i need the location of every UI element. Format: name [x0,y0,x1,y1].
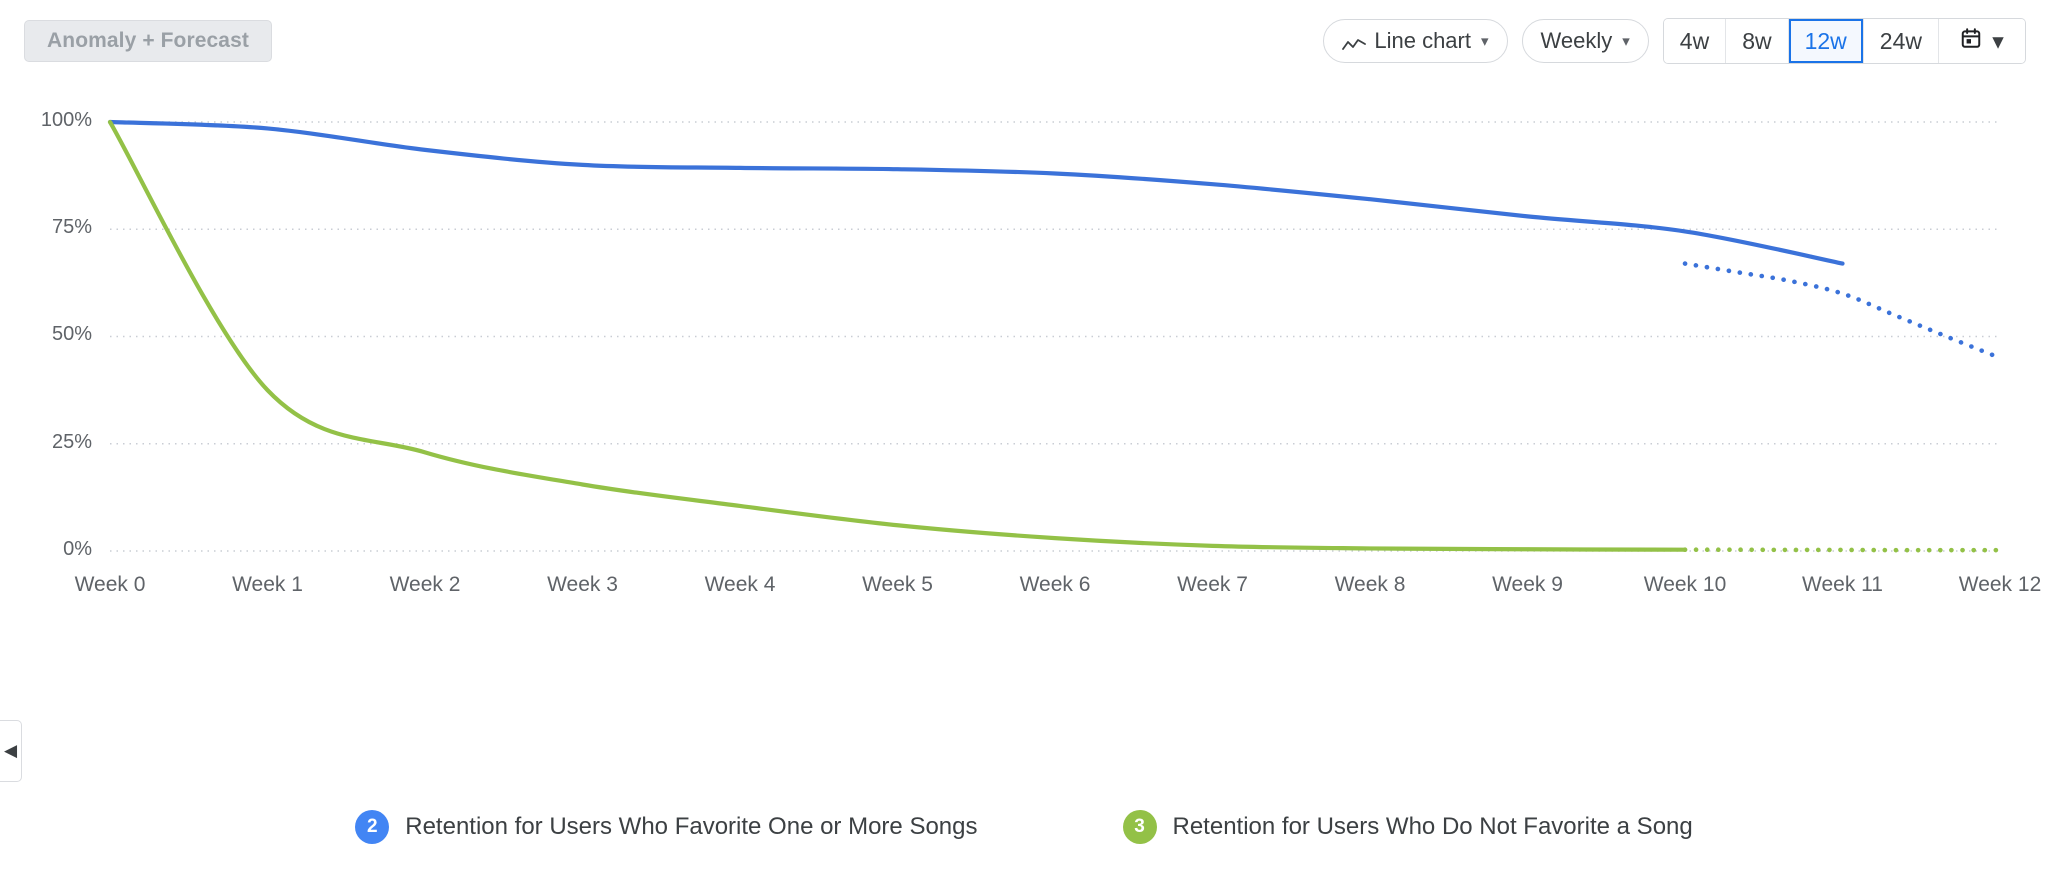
legend-item-favorite-songs[interactable]: 2 Retention for Users Who Favorite One o… [355,810,978,844]
y-tick-25: 25% [51,430,92,453]
y-tick-75: 75% [51,216,92,239]
range-8w-label: 8w [1742,27,1772,54]
range-12w[interactable]: 12w [1788,19,1864,63]
granularity-dropdown[interactable]: Weekly ▾ [1521,19,1649,63]
retention-line-chart: 100% 75% 50% 25% 0% Week 0 Week 1 Week 2 Week 3… [0,78,2048,778]
x-tick-week-5: Week 5 [862,573,933,596]
left-drawer-toggle[interactable]: ◀ [0,720,22,782]
x-tick-week-2: Week 2 [389,573,461,596]
range-8w[interactable]: 8w [1726,19,1789,63]
range-4w[interactable]: 4w [1663,19,1727,63]
chart-type-label: Line chart [1374,28,1471,53]
chevron-down-icon: ▾ [1480,33,1489,50]
date-picker-button[interactable]: ▾ [1939,19,2025,63]
legend-badge-2: 2 [355,810,390,844]
legend-badge-3: 3 [1122,810,1157,844]
legend-item-no-favorite-song[interactable]: 3 Retention for Users Who Do Not Favorit… [1122,810,1693,844]
line-chart-icon [1342,33,1367,50]
x-tick-week-0: Week 0 [74,573,146,596]
x-tick-week-8: Week 8 [1334,573,1406,596]
legend-label-favorite-songs: Retention for Users Who Favorite One or … [405,813,978,840]
series-line-1 [107,119,1688,552]
granularity-label: Weekly [1540,28,1613,53]
x-tick-week-9: Week 9 [1492,573,1563,596]
anomaly-forecast-button[interactable]: Anomaly + Forecast [24,20,272,62]
toolbar-controls: Line chart ▾ Weekly ▾ 4w 8w 12w 24w [1323,18,2026,64]
x-tick-week-12: Week 12 [1958,573,2042,596]
series-line-0 [107,119,1845,266]
x-tick-week-3: Week 3 [547,573,618,596]
gridlines [110,121,2000,552]
range-24w[interactable]: 24w [1863,19,1939,63]
anomaly-forecast-label: Anomaly + Forecast [47,29,249,52]
chevron-down-icon: ▾ [1622,33,1630,50]
y-tick-0: 0% [63,538,92,560]
range-4w-label: 4w [1679,27,1710,54]
series-forecast-0 [1682,261,2003,361]
range-24w-label: 24w [1879,27,1922,54]
y-tick-100: 100% [40,109,92,131]
time-range-segmented-control: 4w 8w 12w 24w [1662,18,2026,64]
series-paths [107,119,2003,553]
chart-plot-svg [107,119,2003,553]
y-tick-50: 50% [51,323,92,346]
x-tick-week-11: Week 11 [1802,573,1883,596]
chart-legend: 2 Retention for Users Who Favorite One o… [0,810,2048,844]
chevron-down-icon: ▾ [1992,27,2004,54]
x-tick-week-7: Week 7 [1177,573,1248,596]
chevron-left-icon: ◀ [3,741,18,760]
calendar-icon [1960,27,1982,55]
x-tick-week-6: Week 6 [1019,573,1091,596]
x-tick-week-1: Week 1 [232,573,303,596]
legend-label-no-favorite-song: Retention for Users Who Do Not Favorite … [1172,813,1693,840]
chart-type-dropdown[interactable]: Line chart ▾ [1323,19,1508,63]
chart-toolbar: Anomaly + Forecast Line chart ▾ Weekly ▾… [0,0,2048,78]
x-tick-week-4: Week 4 [704,573,776,596]
x-tick-week-10: Week 10 [1643,573,1727,596]
range-12w-label: 12w [1804,27,1847,54]
